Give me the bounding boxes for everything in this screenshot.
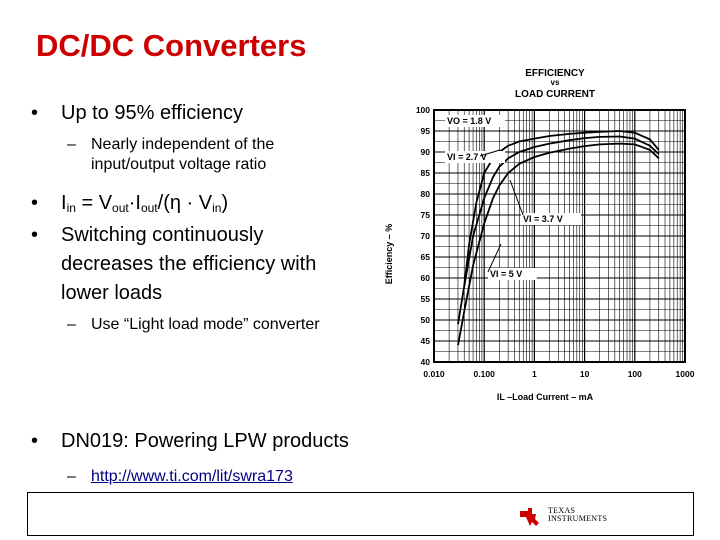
y-tick-label: 70 [421,231,431,241]
chart-title-line1: EFFICIENCY [525,68,585,79]
annotation-label: VI = 5 V [490,269,522,279]
bullet-marker: • [31,224,39,246]
annotation-label: VO = 1.8 V [447,116,491,126]
bullet-text: DN019: Powering LPW products [61,430,349,452]
y-tick-label: 40 [421,357,431,367]
y-tick-label: 75 [421,210,431,220]
bullet-formula: • Iin = Vout·Iout/(η · Vin) [31,191,229,220]
sub-bullet-link: – http://www.ti.com/lit/swra173 [67,467,293,487]
bullet-line3: lower loads [61,282,163,304]
dash-marker: – [67,316,76,333]
y-tick-label: 90 [421,147,431,157]
annotation-label: VI = 2.7 V [447,152,487,162]
formula-sub-in: in [66,201,76,215]
x-tick-label: 0.010 [423,369,445,379]
series-line [457,135,660,325]
annotation-bg [445,115,505,127]
chart-title-line3: LOAD CURRENT [515,89,595,100]
y-tick-label: 50 [421,315,431,325]
x-tick-label: 1000 [676,369,695,379]
formula-tail: /(η · V [157,192,213,214]
y-tick-label: 80 [421,189,431,199]
sub-bullet-ratio: – Nearly independent of the input/output… [67,135,275,175]
efficiency-chart: EFFICIENCY vs LOAD CURRENT 40 45 50 55 60 65 7… [384,68,695,402]
series-line [463,130,660,287]
annotation-arrow [509,179,524,216]
swra173-link[interactable]: http://www.ti.com/lit/swra173 [91,468,293,485]
bullet-marker: • [31,430,39,452]
bullet-dn019: • DN019: Powering LPW products [31,429,349,453]
y-tick-label: 60 [421,273,431,283]
x-tick-label: 1 [532,369,537,379]
x-axis-label: IL –Load Current – mA [497,392,594,402]
x-tick-label: 10 [580,369,590,379]
y-tick-label: 95 [421,126,431,136]
logo-line2: Instruments [548,514,608,523]
annotation-arrow [479,149,501,157]
formula-eq: = V [75,192,113,214]
slide-title: DC/DC Converters [36,28,307,63]
dash-marker: – [67,468,76,485]
x-tick-label: 0.100 [474,369,496,379]
annotation-bg [445,151,505,163]
sub-bullet-light-load: – Use “Light load mode” converter [67,315,320,335]
formula-mid: ·I [128,192,141,214]
formula-i: I [61,192,67,214]
bullet-switching: • Switching continuously decreases the e… [31,223,317,305]
logo-line1: Texas [548,506,576,515]
annotation-bg [488,268,537,280]
annotation-bg [521,213,581,225]
bullet-marker: • [31,102,39,124]
bullet-marker: • [31,192,39,214]
sub-bullet-text: Use “Light load mode” converter [91,316,320,333]
bullet-efficiency: • Up to 95% efficiency [31,101,243,125]
y-tick-label: 65 [421,252,431,262]
bullet-text: Up to 95% efficiency [61,102,243,124]
bullet-line1: Switching continuously [61,224,264,246]
dash-marker: – [67,136,76,153]
x-tick-label: 100 [628,369,642,379]
annotation-arrow [487,243,502,273]
annotation-label: VI = 3.7 V [523,214,563,224]
chart-title-line2: vs [551,78,560,87]
series-line [457,142,660,346]
bullet-line2: decreases the efficiency with [61,253,317,275]
y-axis-label: Efficiency – % [384,224,394,285]
formula-close: ) [221,192,229,214]
formula-sub-out2: out [140,201,158,215]
ti-logo-icon [520,508,539,526]
formula-sub-in2: in [212,201,222,215]
footer-frame [27,492,694,536]
y-tick-label: 100 [416,105,430,115]
y-tick-label: 45 [421,336,431,346]
sub-bullet-line1: Nearly independent of the [91,136,275,153]
y-tick-label: 55 [421,294,431,304]
formula-sub-out: out [112,201,129,215]
ti-logo-text: Texas Instruments [548,507,607,523]
sub-bullet-line2: input/output voltage ratio [91,156,267,173]
y-tick-label: 85 [421,168,431,178]
